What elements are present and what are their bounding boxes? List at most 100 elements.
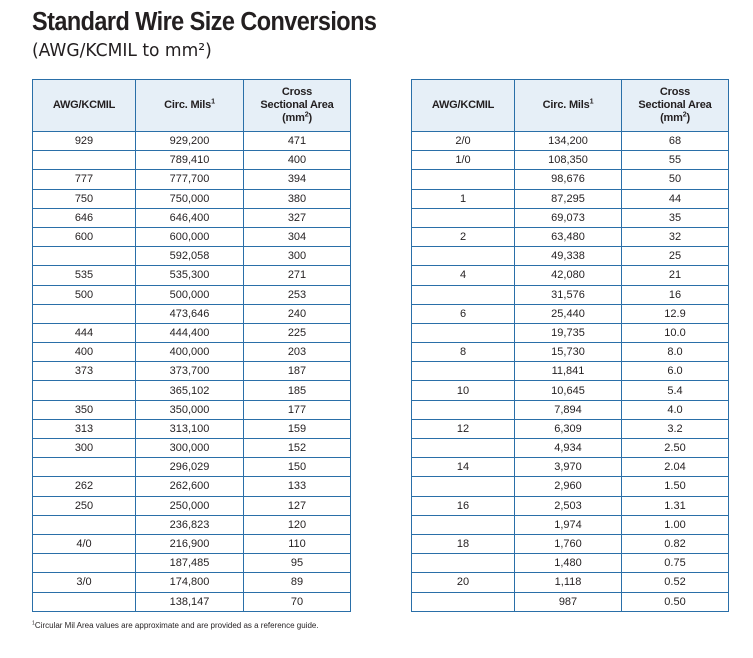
cell-cross-sectional-area: 16 (621, 284, 729, 305)
cell-cross-sectional-area: 2.04 (621, 457, 729, 478)
cell-cross-sectional-area: 394 (243, 169, 351, 190)
table-row: 1,974 1.00 (411, 514, 729, 535)
cell-circ-mils: 1,480 (514, 553, 622, 574)
cell-cross-sectional-area: 225 (243, 322, 351, 344)
header-awg: AWG/KCMIL (32, 79, 136, 132)
cell-awg: 4 (411, 265, 515, 286)
table-row: 300 300,000 152 (32, 437, 351, 459)
cell-cross-sectional-area: 55 (621, 150, 729, 171)
cell-circ-mils: 592,058 (135, 246, 244, 267)
table-row: 473,646 240 (32, 303, 351, 324)
cell-awg: 750 (32, 188, 136, 209)
cell-circ-mils: 250,000 (135, 495, 244, 516)
cell-awg (411, 514, 515, 535)
cell-awg: 535 (32, 265, 136, 286)
cell-awg: 14 (411, 457, 515, 478)
table-row: 16 2,503 1.31 (411, 495, 729, 516)
cell-circ-mils: 3,970 (514, 457, 622, 478)
cell-circ-mils: 98,676 (514, 169, 622, 190)
cell-cross-sectional-area: 6.0 (621, 361, 729, 382)
cell-awg: 20 (411, 572, 515, 593)
table-row: 500 500,000 253 (32, 284, 351, 305)
cell-circ-mils: 500,000 (135, 284, 244, 305)
cell-circ-mils: 42,080 (514, 265, 622, 286)
cell-circ-mils: 350,000 (135, 399, 244, 420)
cell-cross-sectional-area: 471 (243, 130, 351, 152)
table-row: 8 15,730 8.0 (411, 342, 729, 363)
cell-awg: 1 (411, 188, 515, 209)
cell-circ-mils: 1,974 (514, 514, 622, 535)
cell-awg: 4/0 (32, 533, 136, 555)
cell-awg (411, 284, 515, 305)
cell-awg: 12 (411, 418, 515, 440)
cell-awg (32, 514, 136, 535)
table-row: 19,735 10.0 (411, 322, 729, 344)
table-row: 69,073 35 (411, 207, 729, 228)
cell-cross-sectional-area: 177 (243, 399, 351, 420)
footnote: 1Circular Mil Area values are approximat… (32, 620, 319, 630)
cell-awg: 929 (32, 130, 136, 152)
header-awg: AWG/KCMIL (411, 79, 515, 132)
cell-cross-sectional-area: 110 (243, 533, 351, 555)
table-row: 262 262,600 133 (32, 476, 351, 497)
cell-cross-sectional-area: 8.0 (621, 342, 729, 363)
cell-circ-mils: 600,000 (135, 226, 244, 248)
conversion-table-right: AWG/KCMIL Circ. Mils1 Cross Sectional Ar… (411, 79, 729, 612)
cell-awg: 250 (32, 495, 136, 516)
page-subtitle: (AWG/KCMIL to mm²) (32, 40, 212, 61)
table-row: 12 6,309 3.2 (411, 418, 729, 440)
table-row: 4,934 2.50 (411, 437, 729, 459)
table-row: 592,058 300 (32, 246, 351, 267)
cell-awg: 313 (32, 418, 136, 440)
cell-cross-sectional-area: 0.82 (621, 533, 729, 555)
cell-cross-sectional-area: 32 (621, 226, 729, 248)
cell-circ-mils: 987 (514, 591, 622, 612)
cell-circ-mils: 777,700 (135, 169, 244, 190)
cell-cross-sectional-area: 253 (243, 284, 351, 305)
cell-awg: 400 (32, 342, 136, 363)
cell-circ-mils: 1,118 (514, 572, 622, 593)
cell-cross-sectional-area: 0.75 (621, 553, 729, 574)
table-row: 600 600,000 304 (32, 226, 351, 248)
table-row: 929 929,200 471 (32, 130, 351, 152)
cell-circ-mils: 1,760 (514, 533, 622, 555)
table-row: 98,676 50 (411, 169, 729, 190)
cell-awg: 2/0 (411, 130, 515, 152)
table-row: 313 313,100 159 (32, 418, 351, 440)
table-row: 49,338 25 (411, 246, 729, 267)
cell-cross-sectional-area: 4.0 (621, 399, 729, 420)
cell-cross-sectional-area: 21 (621, 265, 729, 286)
cell-cross-sectional-area: 0.52 (621, 572, 729, 593)
cell-cross-sectional-area: 1.00 (621, 514, 729, 535)
cell-cross-sectional-area: 50 (621, 169, 729, 190)
header-circ-mils: Circ. Mils1 (514, 79, 622, 132)
cell-circ-mils: 49,338 (514, 246, 622, 267)
cell-circ-mils: 25,440 (514, 303, 622, 324)
cell-awg: 18 (411, 533, 515, 555)
cell-circ-mils: 473,646 (135, 303, 244, 324)
header-cross-sectional-area: Cross Sectional Area (mm2) (243, 79, 351, 132)
cell-circ-mils: 31,576 (514, 284, 622, 305)
cell-awg: 300 (32, 437, 136, 459)
cell-cross-sectional-area: 44 (621, 188, 729, 209)
cell-circ-mils: 4,934 (514, 437, 622, 459)
cell-awg: 600 (32, 226, 136, 248)
table-row: 2 63,480 32 (411, 226, 729, 248)
cell-circ-mils: 300,000 (135, 437, 244, 459)
cell-cross-sectional-area: 2.50 (621, 437, 729, 459)
header-circ-mils: Circ. Mils1 (135, 79, 244, 132)
cell-circ-mils: 929,200 (135, 130, 244, 152)
cell-cross-sectional-area: 68 (621, 130, 729, 152)
cell-awg: 8 (411, 342, 515, 363)
table-row: 444 444,400 225 (32, 322, 351, 344)
cell-circ-mils: 138,147 (135, 591, 244, 612)
table-body-right: 2/0 134,200 68 1/0 108,350 55 98,676 50 1 87,295 4… (411, 130, 729, 612)
table-row: 2/0 134,200 68 (411, 130, 729, 152)
cell-awg (32, 303, 136, 324)
cell-cross-sectional-area: 127 (243, 495, 351, 516)
table-row: 3/0 174,800 89 (32, 572, 351, 593)
cell-awg (411, 361, 515, 382)
table-row: 1 87,295 44 (411, 188, 729, 209)
table-row: 750 750,000 380 (32, 188, 351, 209)
cell-cross-sectional-area: 133 (243, 476, 351, 497)
